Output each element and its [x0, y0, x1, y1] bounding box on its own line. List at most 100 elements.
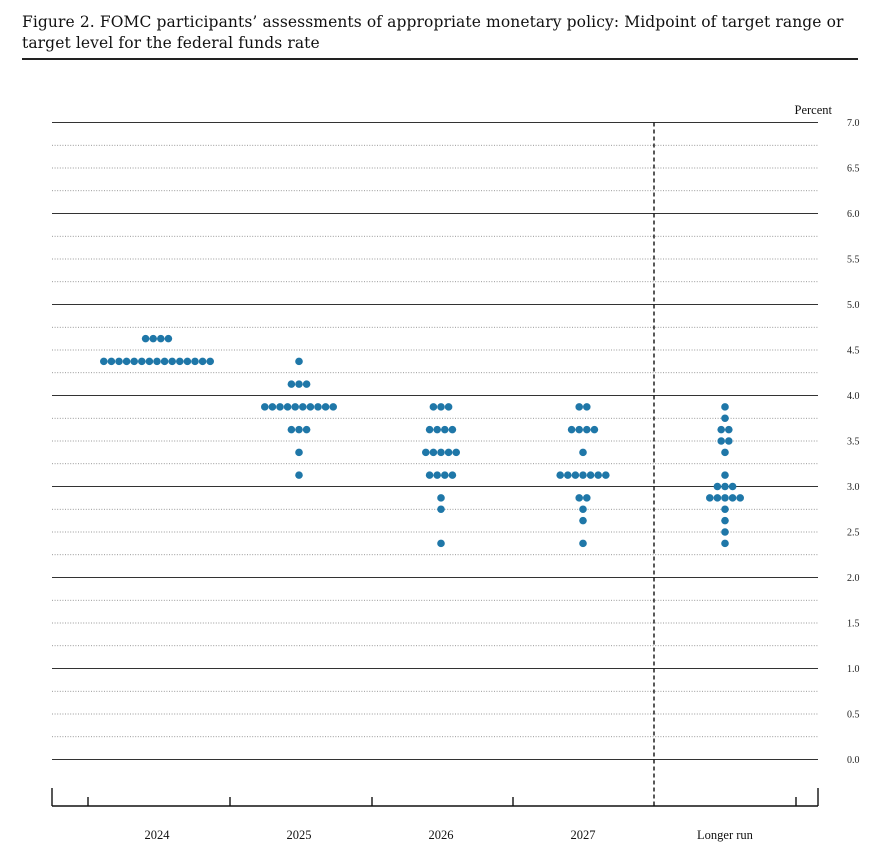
- data-dot: [579, 516, 587, 525]
- data-dot: [191, 357, 199, 366]
- y-tick-label: 3.5: [847, 437, 860, 448]
- data-dot: [306, 403, 315, 411]
- data-dot: [287, 425, 296, 434]
- data-dot: [448, 471, 457, 479]
- y-tick-label: 2.0: [847, 573, 860, 584]
- data-dot: [295, 380, 303, 388]
- data-dot: [141, 334, 150, 343]
- data-dot: [100, 357, 108, 366]
- y-tick-label: 4.0: [847, 391, 860, 402]
- data-dot: [149, 334, 157, 343]
- y-axis-labels: 7.0 6.5 6.0 5.5 5.0 4.5 4.0 3.5 3.0 2.5 2.0 1.5 1.0 0…: [847, 118, 860, 766]
- x-tick-label: 2026: [429, 828, 454, 842]
- data-dot: [153, 357, 161, 366]
- figure-title: Figure 2. FOMC participants’ assessments…: [22, 13, 844, 52]
- data-dot: [725, 425, 733, 434]
- data-dot: [291, 403, 300, 411]
- data-dot: [176, 357, 184, 366]
- data-dot: [583, 494, 591, 502]
- data-dot: [736, 494, 744, 502]
- data-dot: [713, 482, 722, 491]
- data-dot: [295, 448, 303, 457]
- data-dot: [429, 448, 438, 457]
- data-dot: [721, 471, 729, 479]
- data-dot: [721, 482, 729, 491]
- data-dot: [314, 403, 322, 411]
- data-dot: [261, 403, 269, 411]
- data-dot: [721, 539, 729, 548]
- data-dot: [429, 403, 438, 411]
- x-axis-labels: 2024 2025 2026 2027 Longer run: [145, 828, 754, 842]
- data-dot: [321, 403, 330, 411]
- data-dot: [276, 403, 284, 411]
- y-unit-label: Percent: [795, 103, 833, 117]
- data-dot: [717, 437, 725, 445]
- data-dot: [422, 448, 430, 457]
- data-dot: [437, 403, 445, 411]
- data-dot: [721, 403, 729, 411]
- data-dot: [564, 471, 572, 479]
- y-tick-label: 0.0: [847, 755, 860, 766]
- data-dot: [437, 494, 445, 502]
- data-dot: [437, 448, 445, 457]
- data-dot: [713, 494, 722, 502]
- x-tick-label: Longer run: [697, 828, 754, 842]
- title-rule: [22, 58, 858, 60]
- y-tick-label: 2.5: [847, 528, 860, 539]
- data-dot: [725, 437, 733, 445]
- data-dot: [728, 482, 737, 491]
- data-dot: [575, 403, 583, 411]
- data-dot: [579, 539, 587, 548]
- data-dot: [302, 425, 311, 434]
- data-dot: [721, 516, 729, 525]
- data-dot: [721, 448, 729, 457]
- data-dot: [206, 357, 214, 366]
- data-dot: [295, 357, 303, 366]
- data-dot: [721, 528, 729, 536]
- data-dot: [287, 380, 296, 388]
- data-dot: [198, 357, 207, 366]
- y-tick-label: 6.5: [847, 164, 860, 175]
- data-dot: [160, 357, 169, 366]
- data-dot: [437, 505, 445, 514]
- data-dot: [602, 471, 610, 479]
- data-dot: [721, 494, 729, 502]
- data-dot: [728, 494, 737, 502]
- data-dot: [329, 403, 338, 411]
- data-dot: [164, 334, 173, 343]
- y-tick-label: 4.5: [847, 346, 860, 357]
- grid-lines: [52, 122, 818, 760]
- data-dot: [295, 471, 303, 479]
- data-dot: [575, 494, 583, 502]
- data-dot: [586, 471, 595, 479]
- data-dot: [448, 425, 457, 434]
- data-dot: [441, 425, 449, 434]
- data-dot: [575, 425, 583, 434]
- x-axis: [51, 788, 819, 807]
- data-dot: [138, 357, 146, 366]
- data-dot: [299, 403, 307, 411]
- data-dot: [706, 494, 714, 502]
- data-dot: [579, 448, 587, 457]
- y-tick-label: 6.0: [847, 209, 860, 220]
- data-dot: [433, 425, 442, 434]
- data-dot: [157, 334, 165, 343]
- data-dot: [579, 471, 587, 479]
- data-dot: [441, 471, 449, 479]
- data-dot: [168, 357, 176, 366]
- y-tick-label: 1.0: [847, 664, 860, 675]
- x-tick-label: 2025: [287, 828, 312, 842]
- dots: [100, 334, 744, 548]
- data-dot: [425, 471, 434, 479]
- data-dot: [107, 357, 116, 366]
- data-dot: [122, 357, 131, 366]
- data-dot: [583, 425, 591, 434]
- data-dot: [717, 425, 725, 434]
- data-dot: [295, 425, 303, 434]
- data-dot: [594, 471, 602, 479]
- data-dot: [452, 448, 461, 457]
- data-dot: [556, 471, 564, 479]
- y-tick-label: 5.0: [847, 300, 860, 311]
- data-dot: [444, 448, 453, 457]
- data-dot: [444, 403, 453, 411]
